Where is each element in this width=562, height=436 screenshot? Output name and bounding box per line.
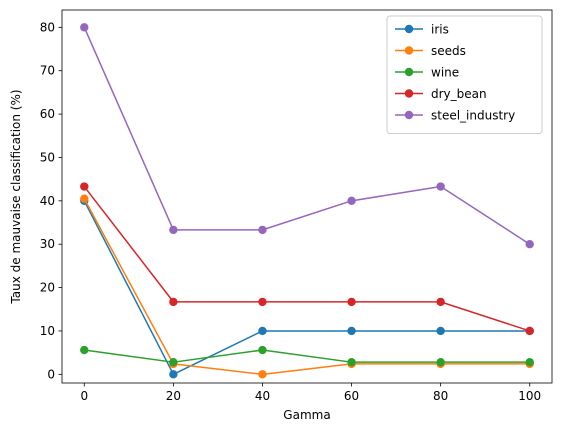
y-tick-label: 60: [40, 107, 55, 121]
x-tick-label: 0: [80, 389, 88, 403]
data-point: [258, 326, 267, 336]
series-steel_industry: [80, 23, 534, 249]
legend-marker: [404, 110, 414, 120]
data-point: [169, 370, 178, 379]
y-tick-label: 40: [40, 194, 55, 208]
x-tick-label: 100: [518, 389, 541, 403]
series-line: [83, 198, 530, 376]
data-point: [258, 297, 267, 307]
legend-marker: [404, 46, 414, 55]
legend-label: wine: [431, 66, 459, 80]
series-line: [84, 349, 530, 363]
data-point: [436, 182, 445, 191]
y-axis-label: Taux de mauvaise classification (%): [9, 89, 23, 304]
legend-label: seeds: [431, 44, 466, 58]
x-tick-label: 60: [344, 389, 359, 403]
series-line: [83, 27, 531, 245]
data-point: [525, 240, 534, 249]
y-tick-label: 70: [40, 64, 55, 78]
y-axis-ticks: 0 10 20 30 40 50 60 70 80: [40, 20, 62, 381]
legend-item: wine: [395, 66, 459, 80]
series-line: [83, 186, 530, 332]
data-point: [525, 357, 534, 367]
y-tick-label: 20: [40, 281, 55, 295]
legend-label: iris: [431, 23, 449, 37]
y-tick-label: 50: [40, 150, 55, 164]
data-point: [347, 297, 356, 307]
data-point: [169, 357, 178, 367]
data-point: [80, 194, 89, 203]
series-line: [83, 200, 530, 376]
y-tick-label: 10: [40, 324, 55, 338]
legend-label: dry_bean: [431, 87, 487, 101]
data-point: [347, 357, 356, 367]
legend-item: dry_bean: [395, 87, 487, 101]
chart-legend: iris seeds wine dry_bean steel_industry: [386, 15, 543, 134]
legend-label: steel_industry: [431, 109, 515, 123]
data-point: [169, 225, 178, 235]
y-tick-label: 30: [40, 237, 55, 251]
x-tick-label: 80: [433, 389, 448, 403]
plot-marks: [80, 23, 534, 379]
data-point: [80, 23, 89, 32]
data-point: [80, 182, 89, 191]
data-point: [258, 345, 267, 355]
data-point: [436, 297, 445, 307]
x-axis-ticks: 0 20 40 60 80 100: [80, 383, 541, 403]
legend-item: seeds: [395, 44, 466, 58]
legend-box: [386, 15, 543, 134]
y-tick-label: 0: [47, 367, 55, 381]
y-tick-label: 80: [40, 20, 55, 34]
legend-marker: [404, 67, 414, 77]
plot-area-frame: [61, 9, 553, 384]
data-point: [347, 326, 356, 336]
data-point: [169, 297, 178, 307]
legend-item: iris: [395, 23, 449, 37]
x-axis-label: Gamma: [283, 408, 330, 422]
legend-marker: [404, 24, 414, 34]
data-point: [80, 345, 89, 355]
series-dry_bean: [80, 182, 534, 336]
data-point: [525, 326, 534, 336]
data-point: [258, 225, 267, 235]
data-point: [436, 357, 445, 367]
legend-marker: [404, 89, 414, 98]
series-wine: [80, 345, 534, 367]
data-point: [347, 196, 356, 206]
data-point: [436, 326, 445, 336]
x-tick-label: 40: [255, 389, 270, 403]
data-point: [258, 370, 267, 379]
legend-item: steel_industry: [395, 109, 515, 123]
x-tick-label: 20: [166, 389, 181, 403]
